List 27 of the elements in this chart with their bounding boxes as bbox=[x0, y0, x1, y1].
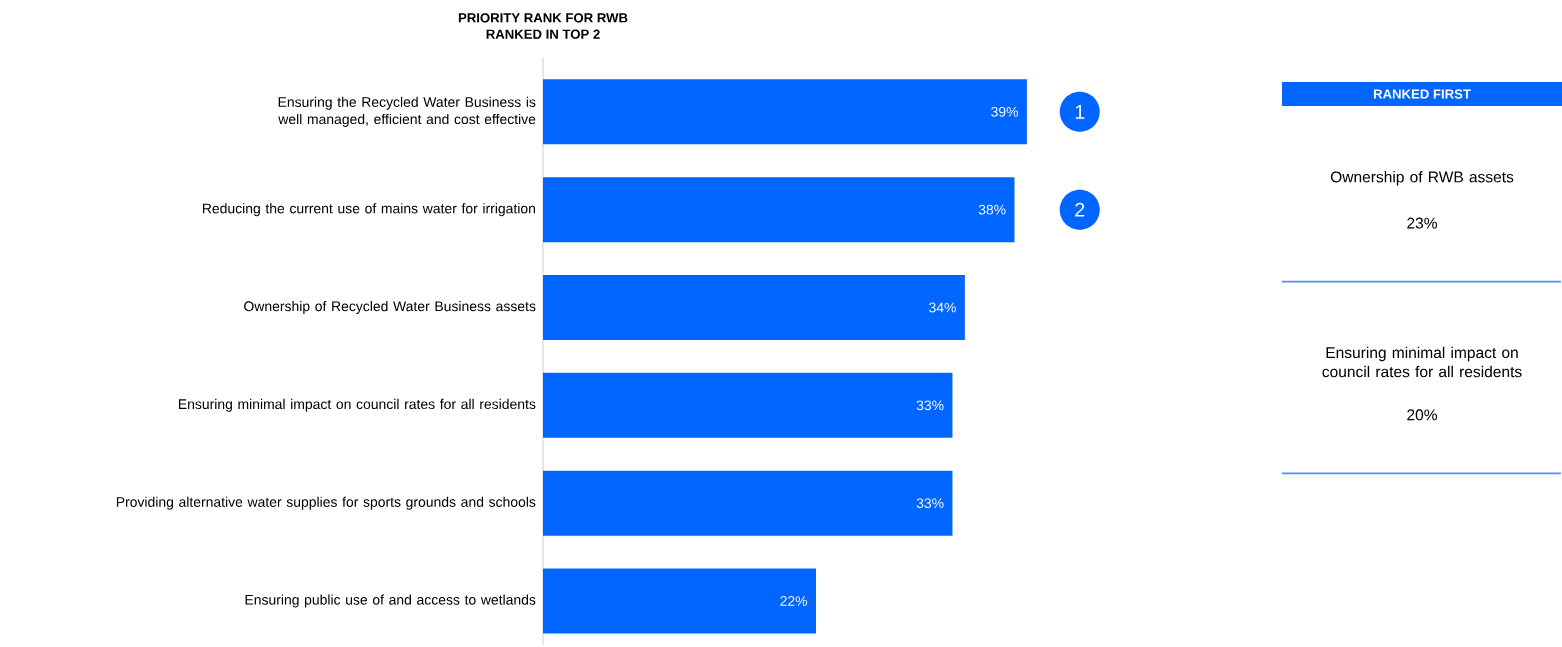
data-label: 34% bbox=[929, 302, 956, 313]
data-label: 22% bbox=[780, 596, 808, 606]
text: RANKED FIRST bbox=[1373, 89, 1471, 99]
text: Ensuring minimal impact on council rates for all residents bbox=[1322, 346, 1522, 378]
text: 2 bbox=[1075, 202, 1085, 217]
text: 20% bbox=[1407, 409, 1437, 421]
y-tick-label: Ownership of Recycled Water Business assets bbox=[244, 300, 536, 314]
y-tick-label: Ensuring minimal impact on council rates for all residents bbox=[178, 398, 536, 412]
y-tick-label: Providing alternative water supplies for sports grounds and schools bbox=[116, 496, 536, 510]
y-tick-label: Ensuring public use of and access to wetlands bbox=[245, 594, 536, 608]
data-label: 33% bbox=[916, 498, 944, 509]
text: 1 bbox=[1075, 104, 1085, 119]
bar bbox=[543, 372, 953, 438]
text: Ownership of RWB assets bbox=[1330, 171, 1514, 186]
text: 23% bbox=[1407, 217, 1437, 229]
y-tick-label: Reducing the current use of mains water for irrigation bbox=[202, 203, 535, 217]
bar bbox=[543, 79, 1027, 145]
bar bbox=[543, 470, 953, 536]
data-label: 33% bbox=[916, 400, 944, 411]
bar bbox=[543, 568, 816, 634]
chart-subtitle: RANKED IN TOP 2 bbox=[486, 29, 600, 39]
y-tick-label: Ensuring the Recycled Water Business is well managed, efficient and cost effective bbox=[278, 96, 536, 127]
bar bbox=[543, 274, 965, 340]
data-label: 38% bbox=[978, 204, 1006, 215]
bar bbox=[543, 177, 1015, 243]
data-label: 39% bbox=[991, 106, 1019, 117]
chart-title: PRIORITY RANK FOR RWB bbox=[458, 13, 628, 23]
